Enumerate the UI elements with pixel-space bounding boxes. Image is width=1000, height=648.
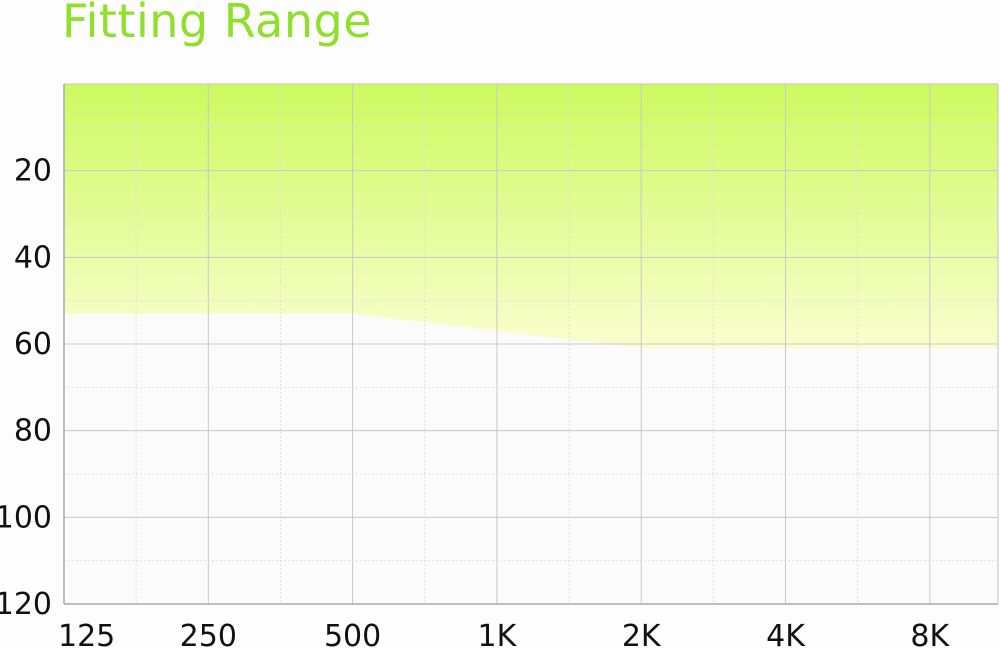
x-tick-label: 8K [910,619,950,648]
fitting-range-area [64,84,998,349]
x-tick-label: 125 [58,619,115,648]
x-tick-label: 4K [766,619,806,648]
x-tick-label: 500 [324,619,381,648]
y-tick-label: 40 [14,240,52,275]
y-tick-label: 60 [14,327,52,362]
chart-title: Fitting Range [62,0,373,48]
y-tick-label: 120 [0,587,52,622]
x-tick-label: 2K [622,619,662,648]
x-tick-label: 1K [478,619,518,648]
y-tick-label: 20 [14,154,52,189]
x-tick-label: 250 [180,619,237,648]
y-tick-label: 80 [14,414,52,449]
y-tick-label: 100 [0,500,52,535]
